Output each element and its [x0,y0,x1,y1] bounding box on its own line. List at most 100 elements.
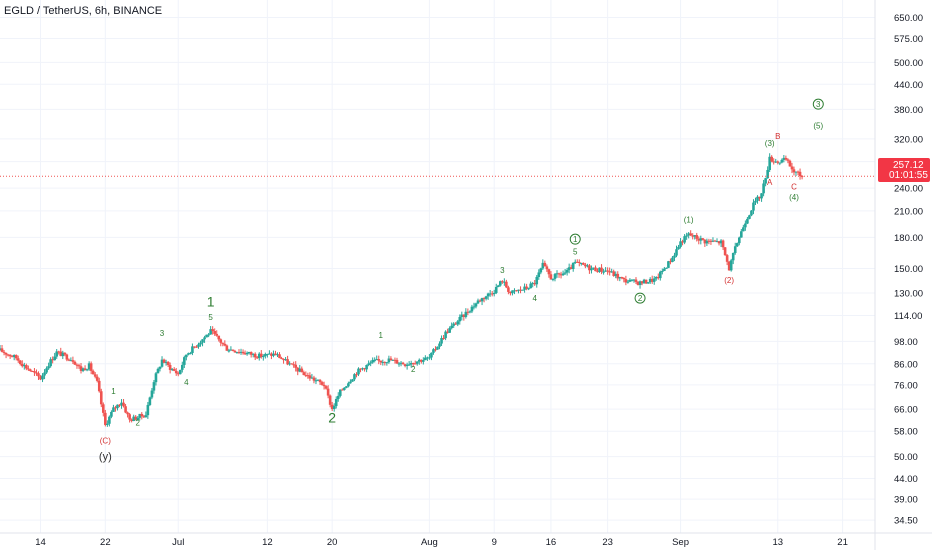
candle-body [438,343,441,347]
candle-body [355,374,358,376]
candle-body [727,261,731,271]
candle-body [268,353,271,355]
candle-body [729,260,733,271]
candle-body [322,384,326,387]
candle-body [363,368,366,370]
candle-body [693,235,697,237]
candle-body [310,377,314,379]
candle-body [786,159,790,161]
candle-body [616,273,620,279]
candle-body [679,241,682,247]
price-tick-label: 575.00 [894,34,923,45]
candle-body [503,281,506,283]
candle-body [221,342,225,344]
candle-body [389,358,393,361]
candle-body [413,363,417,365]
candle-body [559,274,563,276]
wave-label: 2 [411,365,416,374]
time-tick-label: Sep [672,537,689,548]
candle-body [796,171,800,173]
price-tick-label: 58.00 [894,427,918,438]
candle-body [278,354,281,359]
candle-body [152,382,156,391]
candle-body [705,240,709,244]
candle-body [126,412,129,415]
candle-body [517,289,520,291]
candle-body [6,354,10,356]
candle-body [456,321,460,325]
candle-body [12,355,16,358]
candle-body [602,271,605,273]
wave-label-circle [812,98,824,110]
price-tick-label: 39.00 [894,495,918,506]
wave-label: 1 [573,235,578,244]
current-price-value: 257.12 [893,160,924,171]
candle-body [644,279,648,284]
price-tick-label: 650.00 [894,13,923,24]
candle-body [719,240,723,244]
candle-body [47,366,50,369]
candle-body [134,416,138,420]
candle-body [735,243,739,247]
time-tick-label: Jul [172,537,184,548]
candle-body [292,364,295,366]
price-tick-label: 66.00 [894,405,918,416]
candle-body [205,334,208,338]
candle-body [136,417,140,420]
candle-body [614,273,618,276]
candle-body [792,169,796,173]
candle-body [312,377,316,381]
price-tick-label: 76.00 [894,380,918,391]
price-tick-label: 210.00 [894,206,923,217]
candle-body [440,337,443,344]
candle-body [120,402,123,406]
candle-body [128,414,131,420]
candle-body [772,161,776,163]
candle-body [106,423,109,425]
wave-label: 5 [208,313,213,322]
candle-body [488,293,492,295]
candle-body [225,345,229,351]
candle-body [496,285,500,288]
candle-body [324,386,328,389]
candle-body [480,298,484,302]
candle-body [176,373,180,375]
time-tick-label: 20 [327,537,338,548]
candle-body [45,368,48,373]
candle-body [586,265,589,267]
candle-body [401,362,405,365]
candle-body [464,311,468,317]
candle-body [675,249,678,256]
candle-body [95,376,99,381]
time-axis[interactable]: 14 22 Jul 12 20 Aug 9 16 23 Sep 13 21 [0,532,932,548]
candle-body [746,218,749,224]
candle-body [415,361,419,364]
wave-label: 1 [111,387,116,396]
candle-body [659,271,662,279]
candle-body [383,361,387,363]
candle-body [756,196,759,201]
candle-body [377,359,381,361]
candle-body [197,344,200,347]
candle-body [409,363,413,365]
candle-body [470,306,474,312]
candle-body [776,161,780,163]
candle-body [357,368,360,375]
time-tick-label: 21 [837,537,848,548]
candle-body [537,272,541,278]
wave-label: 5 [573,247,578,256]
candle-body [110,411,113,417]
wave-label: 2 [136,418,141,427]
candle-body [255,357,259,359]
candle-body [596,271,599,273]
candle-body [332,406,336,410]
candle-body [142,416,146,418]
candle-body [290,363,293,365]
candle-body [37,373,40,377]
candle-body [122,402,125,407]
candle-body [148,397,152,405]
wave-label-circle [634,292,646,304]
price-axis[interactable]: 34.50 39.00 44.00 50.00 58.00 66.00 76.00 86.00… [874,0,923,550]
candle-body [711,240,715,242]
